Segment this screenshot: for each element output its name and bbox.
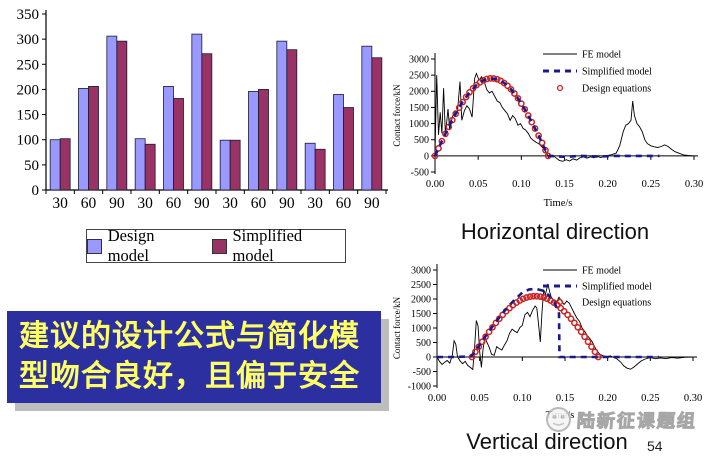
conclusion-banner: 建议的设计公式与简化模 型吻合良好，且偏于安全 [7, 311, 381, 403]
svg-text:0.25: 0.25 [642, 179, 660, 190]
svg-text:1500: 1500 [411, 309, 431, 320]
bar-chart: 0 50 100 150 200 250 300 350 30 60 90 30 60 90 30 60 90 3… [17, 7, 388, 212]
svg-text:150: 150 [17, 108, 40, 124]
vertical-chart-title: Vertical direction [466, 429, 628, 454]
legend-label-design-model: Design model [107, 226, 155, 265]
svg-text:Simplified model: Simplified model [582, 282, 652, 293]
svg-text:-1000: -1000 [408, 381, 431, 392]
svg-text:0: 0 [32, 183, 40, 199]
simplified-model-swatch [211, 238, 227, 254]
svg-text:2000: 2000 [411, 294, 431, 305]
svg-text:1000: 1000 [411, 323, 431, 334]
legend-item-simplified-model: Simplified model [211, 226, 345, 266]
svg-text:0.20: 0.20 [598, 179, 616, 190]
svg-text:0.00: 0.00 [426, 179, 444, 190]
svg-text:2500: 2500 [411, 280, 431, 291]
svg-text:90: 90 [109, 195, 125, 212]
banner-line-2: 型吻合良好，且偏于安全 [19, 360, 360, 393]
svg-text:2000: 2000 [409, 87, 429, 98]
svg-text:0.10: 0.10 [513, 393, 531, 404]
svg-text:0.30: 0.30 [685, 179, 703, 190]
svg-text:30: 30 [137, 195, 153, 212]
svg-text:-500: -500 [413, 367, 431, 378]
svg-text:100: 100 [17, 133, 40, 149]
svg-text:0.15: 0.15 [555, 179, 573, 190]
svg-text:0.00: 0.00 [428, 393, 446, 404]
watermark: 陆新征课题组 [545, 406, 698, 433]
watermark-text: 陆新征课题组 [576, 410, 698, 431]
svg-text:500: 500 [414, 135, 429, 146]
svg-text:Time/s: Time/s [544, 198, 573, 209]
svg-text:1000: 1000 [409, 119, 429, 130]
svg-text:90: 90 [194, 195, 210, 212]
banner-line-1: 建议的设计公式与简化模 [19, 320, 360, 353]
svg-text:Simplified model: Simplified model [582, 67, 652, 78]
legend-label-simplified-model: Simplified model [232, 226, 303, 265]
group-logo-icon [546, 407, 571, 432]
svg-text:1500: 1500 [409, 103, 429, 114]
svg-text:3000: 3000 [411, 265, 431, 276]
horizontal-chart-title: Horizontal direction [460, 219, 650, 244]
svg-text:0.20: 0.20 [598, 393, 616, 404]
page-number: 54 [647, 438, 663, 454]
svg-text:350: 350 [17, 7, 40, 23]
svg-text:60: 60 [336, 195, 352, 212]
svg-text:0.10: 0.10 [512, 179, 530, 190]
svg-text:90: 90 [279, 195, 295, 212]
svg-text:2500: 2500 [409, 71, 429, 82]
horizontal-line-chart: -500 0 500 1000 1500 2000 2500 3000 0.00 0.05 0.10… [392, 50, 703, 210]
svg-text:60: 60 [81, 195, 97, 212]
svg-text:500: 500 [416, 338, 431, 349]
svg-text:Contact force/kN: Contact force/kN [392, 84, 402, 147]
svg-text:Design equations: Design equations [582, 298, 651, 309]
svg-text:60: 60 [251, 195, 267, 212]
svg-text:0.15: 0.15 [556, 393, 574, 404]
legend-item-design-model: Design model [87, 226, 198, 266]
design-model-swatch [87, 238, 102, 254]
svg-text:0.25: 0.25 [641, 393, 659, 404]
svg-text:FE model: FE model [582, 50, 621, 61]
bar-chart-legend: Design model Simplified model [86, 226, 346, 266]
svg-text:3000: 3000 [409, 54, 429, 65]
svg-text:300: 300 [17, 32, 40, 48]
svg-text:90: 90 [364, 195, 380, 212]
svg-text:FE model: FE model [582, 266, 621, 277]
svg-text:Design equations: Design equations [582, 84, 651, 95]
svg-text:0.05: 0.05 [470, 393, 488, 404]
svg-text:0.30: 0.30 [684, 393, 702, 404]
svg-text:Contact force/kN: Contact force/kN [392, 296, 402, 359]
svg-text:50: 50 [24, 158, 39, 174]
vertical-line-chart: -1000 -500 0 500 1000 1500 2000 2500 3000 0.00 0.0… [392, 264, 702, 421]
svg-text:60: 60 [166, 195, 182, 212]
svg-text:-500: -500 [411, 167, 429, 178]
svg-text:250: 250 [17, 57, 40, 73]
svg-text:0.05: 0.05 [469, 179, 487, 190]
svg-text:0: 0 [426, 352, 431, 363]
svg-text:30: 30 [307, 195, 323, 212]
svg-text:30: 30 [52, 195, 68, 212]
svg-text:200: 200 [17, 82, 40, 98]
svg-text:0: 0 [424, 151, 429, 162]
svg-text:30: 30 [222, 195, 238, 212]
